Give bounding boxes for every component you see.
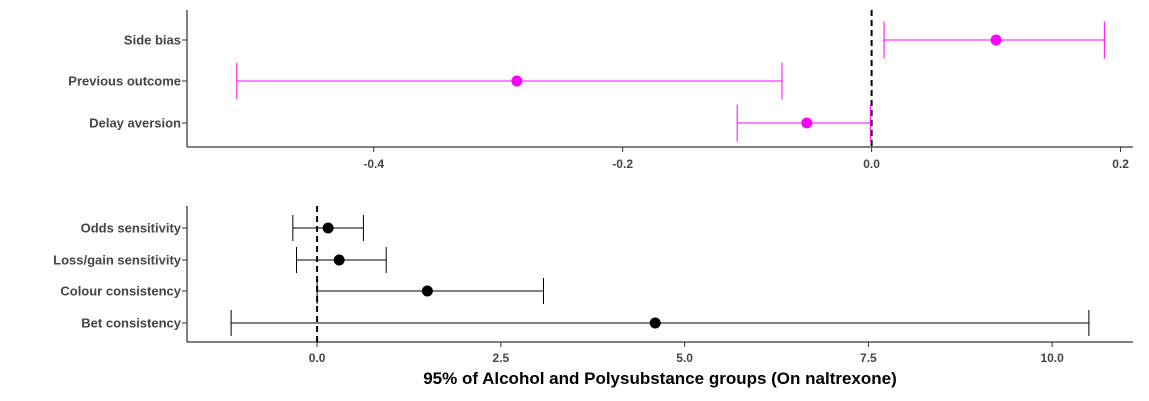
panel1-category-label: Side bias xyxy=(124,33,181,48)
panel2-category-label: Colour consistency xyxy=(60,284,181,299)
panel2-x-tick-label: 7.5 xyxy=(860,351,877,365)
panel1-estimate-point xyxy=(990,34,1002,46)
panel2-estimate-point xyxy=(333,254,345,266)
panel1-x-tick-label: -0.2 xyxy=(612,157,633,171)
panel2-estimate-point xyxy=(322,222,334,234)
panel2-category-label: Odds sensitivity xyxy=(81,221,182,236)
panel1-x-tick-label: 0.2 xyxy=(1112,157,1129,171)
panel2-x-tick-label: 10.0 xyxy=(1040,351,1064,365)
panel2-estimate-point xyxy=(421,285,433,297)
panel1-category-label: Previous outcome xyxy=(68,74,181,89)
panel2-estimate-point xyxy=(649,317,661,329)
panel1-x-tick-label: -0.4 xyxy=(363,157,384,171)
panel1-estimate-point xyxy=(511,75,523,87)
panel2-category-label: Loss/gain sensitivity xyxy=(53,253,182,268)
panel2-category-label: Bet consistency xyxy=(81,316,181,331)
panel2-x-tick-label: 0.0 xyxy=(309,351,326,365)
panel2-x-tick-label: 2.5 xyxy=(493,351,510,365)
panel1-x-tick-label: 0.0 xyxy=(863,157,880,171)
panel2-x-axis-title: 95% of Alcohol and Polysubstance groups … xyxy=(423,369,897,388)
panel2-x-tick-label: 5.0 xyxy=(676,351,693,365)
panel1-estimate-point xyxy=(801,117,813,129)
panel1-category-label: Delay aversion xyxy=(89,116,181,131)
